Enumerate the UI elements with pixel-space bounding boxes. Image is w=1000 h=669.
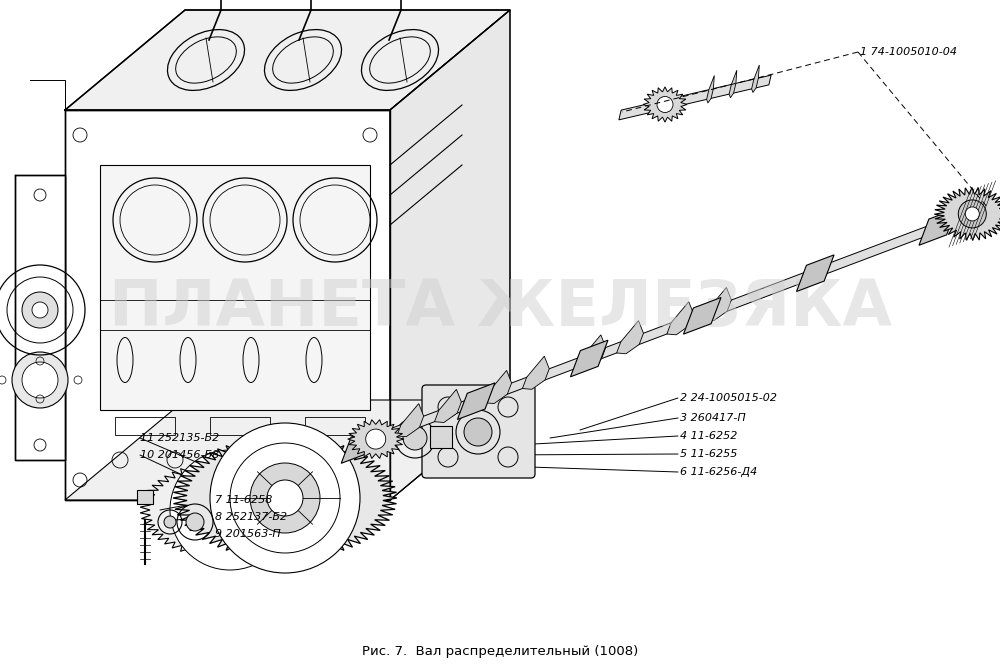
Polygon shape (173, 436, 397, 559)
Polygon shape (65, 110, 390, 500)
Text: 4 11-6252: 4 11-6252 (680, 431, 737, 441)
Circle shape (170, 450, 290, 570)
Polygon shape (919, 209, 957, 246)
Polygon shape (752, 65, 759, 92)
Circle shape (186, 513, 204, 531)
Polygon shape (797, 255, 834, 292)
Bar (115, 417, 175, 435)
Polygon shape (65, 10, 510, 110)
Polygon shape (570, 340, 608, 377)
Circle shape (12, 352, 68, 408)
Circle shape (250, 463, 320, 533)
Text: 3 260417-П: 3 260417-П (680, 413, 746, 423)
Bar (210, 417, 270, 435)
Text: 1 74-1005010-04: 1 74-1005010-04 (860, 47, 957, 57)
FancyBboxPatch shape (422, 385, 535, 478)
Polygon shape (705, 288, 731, 320)
Circle shape (22, 292, 58, 328)
Circle shape (958, 200, 986, 228)
Polygon shape (617, 320, 643, 354)
Circle shape (164, 516, 176, 528)
Polygon shape (667, 302, 694, 334)
Polygon shape (643, 87, 687, 122)
Polygon shape (579, 335, 606, 368)
Polygon shape (100, 165, 370, 410)
Text: 5 11-6255: 5 11-6255 (680, 449, 737, 459)
Text: 9 201563-П: 9 201563-П (215, 529, 281, 539)
Polygon shape (358, 203, 990, 451)
Polygon shape (729, 70, 737, 98)
Polygon shape (522, 356, 549, 389)
Polygon shape (934, 187, 1000, 241)
Circle shape (210, 490, 250, 530)
Polygon shape (140, 460, 320, 559)
Text: Рис. 7.  Вал распределительный (1008): Рис. 7. Вал распределительный (1008) (362, 644, 638, 658)
Polygon shape (707, 76, 714, 103)
Polygon shape (485, 371, 512, 403)
Bar (305, 417, 365, 435)
Circle shape (464, 418, 492, 446)
Text: 2 24-1005015-02: 2 24-1005015-02 (680, 393, 777, 403)
Circle shape (32, 302, 48, 318)
Circle shape (965, 207, 979, 221)
Polygon shape (619, 75, 771, 120)
Polygon shape (65, 400, 510, 500)
Polygon shape (348, 419, 404, 458)
Polygon shape (457, 383, 495, 419)
Polygon shape (434, 389, 461, 423)
Text: 10 201456-Б8: 10 201456-Б8 (140, 450, 219, 460)
Text: 6 11-6256-Д4: 6 11-6256-Д4 (680, 467, 757, 477)
Bar (430, 426, 452, 448)
Circle shape (366, 429, 386, 449)
Circle shape (22, 362, 58, 398)
Circle shape (210, 423, 360, 573)
Circle shape (267, 480, 303, 516)
Circle shape (403, 426, 427, 450)
Polygon shape (15, 175, 65, 460)
Text: 7 11-6258: 7 11-6258 (215, 495, 272, 505)
Polygon shape (341, 427, 379, 464)
Bar (137, 490, 153, 504)
Text: 11 252135-Б2: 11 252135-Б2 (140, 433, 219, 443)
Text: ПЛАНЕТА ЖЕЛЕЗЯКА: ПЛАНЕТА ЖЕЛЕЗЯКА (109, 277, 891, 339)
Polygon shape (684, 298, 721, 334)
Circle shape (657, 96, 673, 112)
Text: 8 252137-Б2: 8 252137-Б2 (215, 512, 287, 522)
Polygon shape (397, 403, 424, 437)
Polygon shape (390, 10, 510, 500)
